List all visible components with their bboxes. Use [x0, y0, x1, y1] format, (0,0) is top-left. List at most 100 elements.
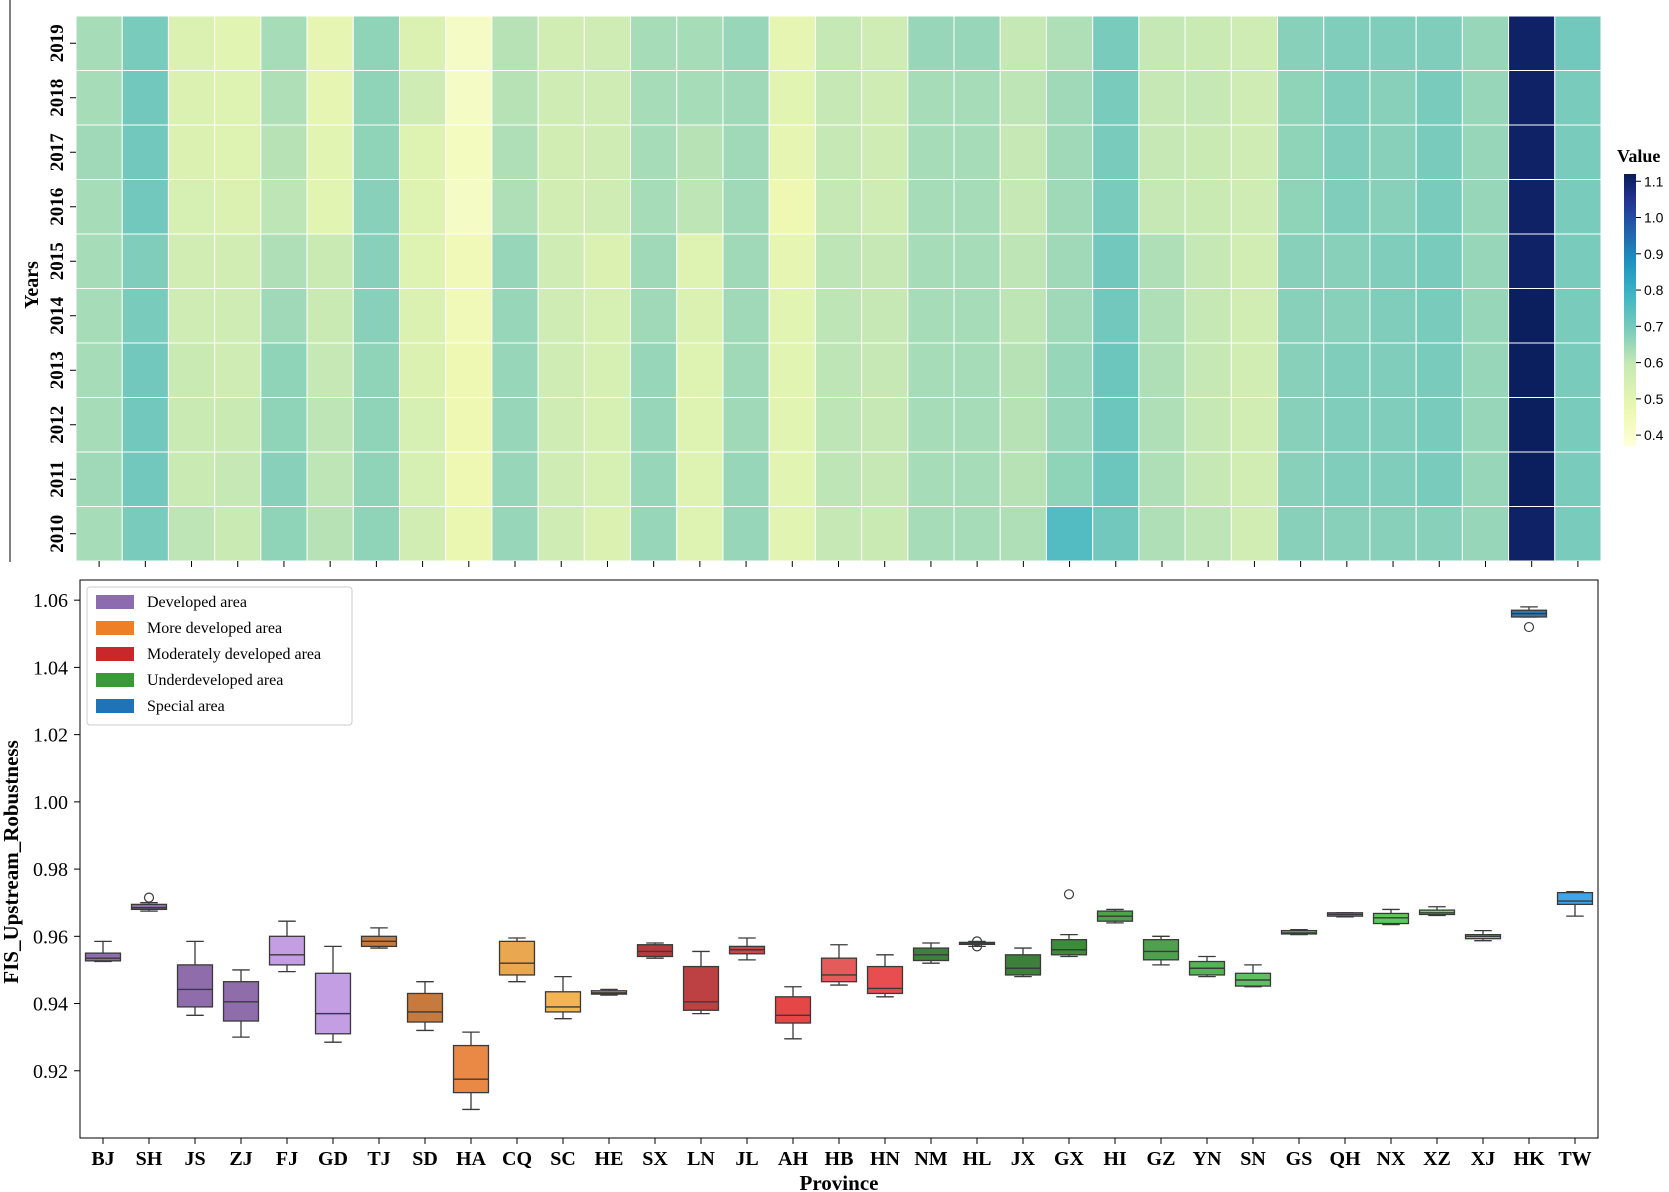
heatmap-cell-qh-2018 [1323, 70, 1371, 126]
heatmap-cell-sd-2018 [398, 70, 447, 126]
boxplot-y-tick-label-1: 0.94 [33, 994, 68, 1016]
heatmap-cell-ha-2011 [445, 451, 493, 507]
heatmap-cell-sc-2010 [537, 506, 585, 562]
legend-swatch-developed [96, 595, 134, 609]
heatmap-cell-gx-2016 [1045, 179, 1094, 235]
heatmap-cell-cq-2015 [491, 233, 539, 289]
heatmap-cell-sc-2016 [537, 179, 585, 235]
heatmap-y-tick-label-2010: 2010 [47, 515, 68, 553]
heatmap-cell-jl-2011 [722, 451, 770, 507]
heatmap-y-tick-label-2015: 2015 [47, 242, 68, 280]
heatmap-cell-sd-2015 [398, 233, 447, 289]
heatmap-cell-gs-2014 [1277, 288, 1325, 344]
heatmap-cell-js-2019 [167, 15, 216, 71]
heatmap-cell-gx-2014 [1045, 288, 1094, 344]
heatmap-cell-yn-2017 [1184, 124, 1232, 180]
heatmap-cell-hn-2016 [861, 179, 909, 235]
heatmap-cell-js-2013 [167, 342, 216, 398]
heatmap-cell-jx-2019 [999, 15, 1047, 71]
heatmap-cell-hk-2016 [1508, 179, 1556, 235]
heatmap-cell-sh-2019 [121, 15, 169, 71]
box-nx [1372, 908, 1410, 926]
heatmap-cell-qh-2011 [1323, 451, 1371, 507]
heatmap-cell-sx-2012 [630, 397, 678, 453]
heatmap-cell-gd-2011 [306, 451, 354, 507]
heatmap-cell-gd-2010 [306, 506, 354, 562]
heatmap-cell-qh-2015 [1323, 233, 1371, 289]
heatmap-cell-xj-2014 [1461, 288, 1510, 344]
heatmap-cell-jl-2015 [722, 233, 770, 289]
heatmap-cell-hk-2018 [1508, 70, 1556, 126]
heatmap-cell-sx-2013 [630, 342, 678, 398]
heatmap-cell-sn-2010 [1230, 506, 1279, 562]
heatmap-cell-sx-2015 [630, 233, 678, 289]
boxplot-x-tick-label-hn: HN [870, 1148, 901, 1170]
heatmap-cell-cq-2010 [491, 506, 539, 562]
heatmap-cell-gz-2018 [1138, 70, 1186, 126]
heatmap-cell-js-2018 [167, 70, 216, 126]
heatmap-cell-sn-2013 [1230, 342, 1279, 398]
heatmap-cell-hn-2015 [861, 233, 909, 289]
heatmap-cell-qh-2019 [1323, 15, 1371, 71]
heatmap-cell-gz-2013 [1138, 342, 1186, 398]
heatmap-cell-sx-2011 [630, 451, 678, 507]
heatmap-cell-gs-2011 [1277, 451, 1325, 507]
heatmap-cell-jx-2011 [999, 451, 1047, 507]
heatmap-cell-xj-2015 [1461, 233, 1510, 289]
boxplot-x-tick-label-jx: JX [1011, 1148, 1036, 1170]
heatmap-cell-sh-2017 [121, 124, 169, 180]
heatmap-cell-fj-2012 [260, 397, 308, 453]
heatmap-cell-sd-2014 [398, 288, 447, 344]
heatmap-cell-hl-2014 [953, 288, 1001, 344]
colorbar-tick-label-2: 0.9 [1644, 246, 1664, 262]
heatmap-cells [75, 15, 1602, 562]
heatmap-y-tick-label-2013: 2013 [47, 351, 68, 389]
box-outlier-hl-0 [971, 941, 983, 952]
box-outlier-gx-0 [1063, 889, 1075, 900]
heatmap-cell-ah-2015 [768, 233, 816, 289]
heatmap-cell-zj-2019 [214, 15, 262, 71]
box-sx [636, 942, 674, 959]
legend: Developed area More developed area Moder… [86, 586, 353, 726]
box-body-gx [1050, 939, 1088, 956]
heatmap-cell-xz-2011 [1415, 451, 1463, 507]
heatmap-cell-tw-2014 [1554, 288, 1602, 344]
box-qh [1326, 912, 1364, 918]
boxplot-y-axis-label: FIS_Upstream_Robustness [0, 740, 23, 983]
heatmap-cell-gs-2012 [1277, 397, 1325, 453]
heatmap-cell-ln-2017 [676, 124, 724, 180]
heatmap-cell-ha-2012 [445, 397, 493, 453]
box-sh [130, 892, 168, 912]
boxplot-y-tick-label-5: 1.02 [33, 725, 68, 747]
box-tj [360, 927, 398, 949]
boxplot-x-tick-label-gz: GZ [1147, 1148, 1176, 1170]
heatmap-cell-hn-2010 [861, 506, 909, 562]
heatmap-cell-fj-2011 [260, 451, 308, 507]
heatmap-cell-cq-2013 [491, 342, 539, 398]
heatmap-cell-xz-2016 [1415, 179, 1463, 235]
heatmap-cell-hb-2010 [814, 506, 863, 562]
boxplot-x-tick-label-he: HE [595, 1148, 624, 1170]
heatmap-cell-gs-2013 [1277, 342, 1325, 398]
heatmap-cell-ln-2012 [676, 397, 724, 453]
boxplot-x-tick-label-yn: YN [1193, 1148, 1222, 1170]
heatmap-y-tick-label-2016: 2016 [47, 188, 68, 226]
boxplot-x-tick-label-jl: JL [735, 1148, 758, 1170]
heatmap-cell-js-2010 [167, 506, 216, 562]
heatmap-cell-js-2015 [167, 233, 216, 289]
heatmap-cell-he-2013 [583, 342, 632, 398]
heatmap-cell-xz-2010 [1415, 506, 1463, 562]
heatmap-cell-sh-2010 [121, 506, 169, 562]
legend-swatch-underdeveloped [96, 673, 134, 687]
heatmap-cell-jx-2014 [999, 288, 1047, 344]
legend-entry-more-developed: More developed area [96, 620, 282, 637]
heatmap-cell-bj-2015 [75, 233, 123, 289]
heatmap-cell-gz-2012 [1138, 397, 1186, 453]
heatmap-cell-gs-2018 [1277, 70, 1325, 126]
heatmap-cell-qh-2012 [1323, 397, 1371, 453]
heatmap-cell-bj-2016 [75, 179, 123, 235]
box-he [590, 988, 628, 996]
heatmap-cell-bj-2017 [75, 124, 123, 180]
colorbar-tick-label-3: 0.8 [1644, 282, 1664, 298]
